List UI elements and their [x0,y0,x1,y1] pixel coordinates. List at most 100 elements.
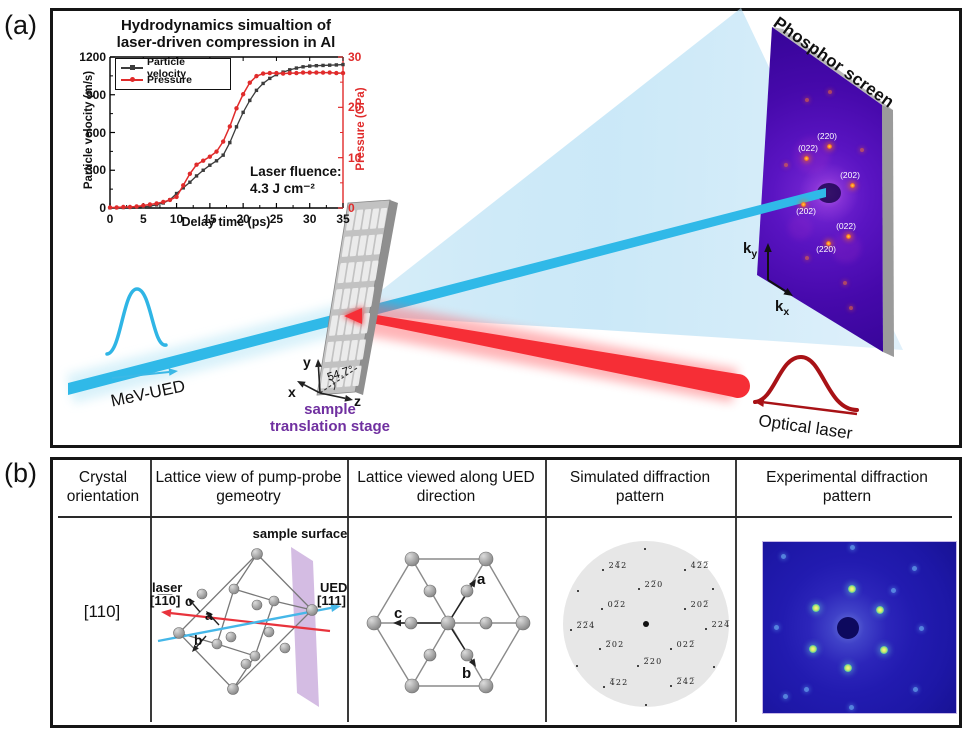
table-divider-2 [347,460,349,722]
orientation-value: [110] [83,602,121,621]
inset-chart-title-line2: laser-driven compression in Al [116,34,336,51]
y-left-tick-label: 300 [85,163,106,178]
hex-b-axis-label: b [462,665,472,682]
panel-b-frame [50,457,962,728]
simulated-spot [637,665,640,668]
simulated-spot [684,569,687,572]
experimental-spot [876,606,884,614]
panel-a-frame [50,8,962,448]
beam-block [837,617,859,639]
diffraction-spot [825,240,831,246]
diffraction-spot [800,201,806,207]
col-header-crystal-orientation: Crystal orientation [66,469,140,506]
experimental-spot [804,687,809,692]
legend-label-velocity: Particle velocity [147,56,187,80]
faint-diffraction-spot [843,281,847,285]
hex-a-axis-label: a [477,571,486,588]
x-tick-label: 15 [203,212,217,226]
miller-index-label: 22̅0 [644,580,664,589]
x-tick-label: 5 [139,212,147,226]
cube-b-axis-label: b [194,633,203,648]
experimental-spot [913,687,918,692]
simulated-spot [576,589,580,593]
simulated-spot [575,664,579,668]
stage-caption-line2: translation stage [269,418,391,435]
simulated-spot [599,648,602,651]
panel-a-label: (a) [4,10,37,40]
diffraction-spot-label: (022) [798,143,818,153]
sample-surface-plane [291,547,319,707]
direct-beam-spot [643,621,649,627]
velocity-marker-icon [121,65,143,70]
simulated-spot [670,685,673,688]
sample-grid [316,199,398,396]
simulated-spot [670,648,673,651]
y-right-tick-label: 20 [348,100,362,115]
simulated-spot [638,588,641,591]
miller-index-label: 02̅2 [607,600,627,609]
cube-c-axis-label: c [185,594,193,609]
stage-y-axis-label: y [303,354,311,370]
stage-z-axis-label: z [354,393,361,409]
x-axis-label: Delay time (ps) [181,215,271,229]
stage-caption-line1: sample [304,401,356,418]
diffraction-spot-label: (202) [840,170,860,180]
experimental-spot [849,705,854,710]
simulated-spot [684,608,687,611]
y-right-tick-label: 30 [348,50,362,64]
col-header-lattice-ued: Lattice viewed along UED direction [357,469,535,506]
x-tick-label: 30 [303,212,317,226]
col-header-experimental: Experimental diffraction pattern [766,469,928,506]
diffraction-spot [849,182,855,188]
simulated-spot [570,629,573,632]
legend-item-pressure: Pressure [121,74,225,86]
miller-index-label: 2̅42̅ [676,677,696,686]
inset-chart-title-line1: Hydrodynamics simualtion of [120,17,332,34]
y-right-tick-label: 10 [348,150,362,165]
experimental-spot [850,545,855,550]
phosphor-screen [757,27,894,357]
x-tick-label: 20 [236,212,250,226]
laser-direction-word: laser [152,580,183,595]
simulated-spot [712,665,716,669]
simulated-spot [603,686,606,689]
sample-surface-label: sample surface [252,526,348,541]
x-tick-label: 0 [106,212,114,226]
laser-direction-index: [1̅1̅0] [150,593,181,608]
y-left-tick-label: 1200 [79,50,106,64]
experimental-spot [812,604,820,612]
x-tick-label: 10 [169,212,184,226]
x-tick-label: 25 [269,212,284,226]
simulated-spot [602,569,605,572]
legend-item-velocity: Particle velocity [121,56,225,80]
table-divider-3 [545,460,547,722]
laser-fluence-line2: 4.3 J cm⁻² [250,181,315,196]
stage-x-axis-label: x [288,384,296,400]
panel-b-label: (b) [4,458,37,488]
y-right-tick-label: 0 [348,201,355,215]
experimental-spot [783,694,788,699]
pressure-marker-icon [121,77,143,83]
col-header-simulated: Simulated diffraction pattern [569,469,711,506]
experimental-spot [774,625,779,630]
chart-legend: Particle velocity Pressure [115,56,231,90]
simulated-spot [705,628,708,631]
y-left-tick-label: 0 [99,201,106,215]
diffraction-spot [845,233,851,239]
miller-index-label: 224̅ [711,620,731,629]
experimental-spot [848,585,856,593]
miller-index-label: 2̅20 [643,657,663,666]
x-tick-label: 35 [336,212,350,226]
laser-fluence-line1: Laser fluence: [250,164,342,179]
ky-axis-label: ky [743,240,758,260]
experimental-spot [781,554,786,559]
faint-diffraction-spot [860,148,864,152]
miller-index-label: 202̅ [690,600,710,609]
faint-diffraction-spot [805,256,809,260]
y-axis-label-right: Pressure (GPa) [355,87,367,171]
diffraction-spot-label: (022) [836,221,856,231]
col-header-lattice-view: Lattice view of pump-probe gemeotry [155,469,342,506]
experimental-spot [809,645,817,653]
hex-c-axis-label: c [394,605,403,622]
